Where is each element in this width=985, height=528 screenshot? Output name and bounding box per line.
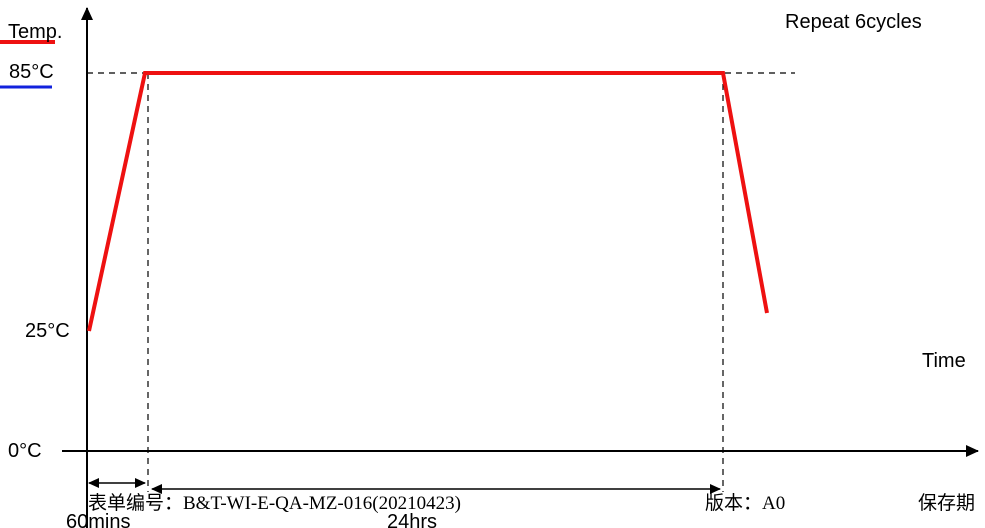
y-axis-label: Temp. [8, 21, 62, 43]
zero-temp-label: 0°C [8, 440, 42, 462]
dwell-duration-label: 24hrs [387, 511, 437, 528]
low-temp-label: 25°C [25, 320, 70, 342]
version-text: 版本：A0 [705, 492, 785, 514]
retention-text: 保存期 [918, 492, 975, 514]
ramp-duration-label: 60mins [66, 511, 130, 528]
high-temp-label: 85°C [9, 61, 54, 83]
temperature-profile-line [87, 71, 769, 332]
x-axis-label: Time [922, 350, 966, 372]
form-number-text: 表单编号：B&T-WI-E-QA-MZ-016(20210423) [88, 492, 461, 514]
repeat-cycles-label: Repeat 6cycles [785, 11, 922, 33]
